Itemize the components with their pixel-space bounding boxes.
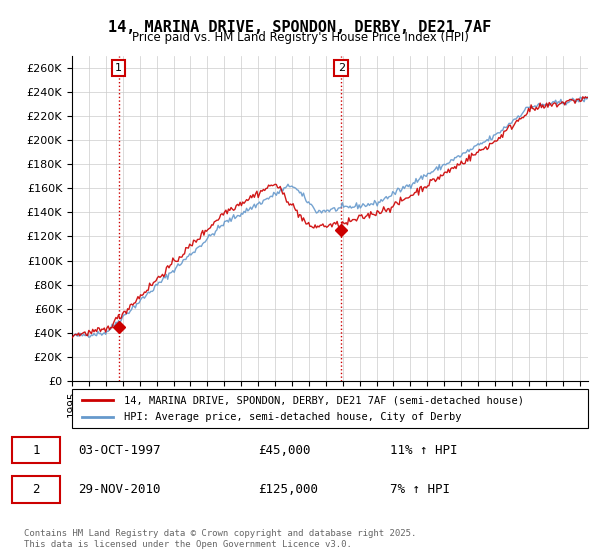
Text: 03-OCT-1997: 03-OCT-1997 [78, 444, 161, 456]
FancyBboxPatch shape [72, 389, 588, 428]
Text: Price paid vs. HM Land Registry's House Price Index (HPI): Price paid vs. HM Land Registry's House … [131, 31, 469, 44]
Text: £45,000: £45,000 [258, 444, 311, 456]
Text: £125,000: £125,000 [258, 483, 318, 496]
Text: 7% ↑ HPI: 7% ↑ HPI [390, 483, 450, 496]
Text: 14, MARINA DRIVE, SPONDON, DERBY, DE21 7AF: 14, MARINA DRIVE, SPONDON, DERBY, DE21 7… [109, 20, 491, 35]
Text: 2: 2 [32, 483, 40, 496]
Text: 1: 1 [115, 63, 122, 73]
FancyBboxPatch shape [12, 476, 60, 502]
Text: 2: 2 [338, 63, 345, 73]
Text: 29-NOV-2010: 29-NOV-2010 [78, 483, 161, 496]
Text: 11% ↑ HPI: 11% ↑ HPI [390, 444, 458, 456]
FancyBboxPatch shape [12, 437, 60, 463]
Text: HPI: Average price, semi-detached house, City of Derby: HPI: Average price, semi-detached house,… [124, 412, 461, 422]
Text: 14, MARINA DRIVE, SPONDON, DERBY, DE21 7AF (semi-detached house): 14, MARINA DRIVE, SPONDON, DERBY, DE21 7… [124, 395, 524, 405]
Text: 1: 1 [32, 444, 40, 456]
Text: Contains HM Land Registry data © Crown copyright and database right 2025.
This d: Contains HM Land Registry data © Crown c… [24, 529, 416, 549]
